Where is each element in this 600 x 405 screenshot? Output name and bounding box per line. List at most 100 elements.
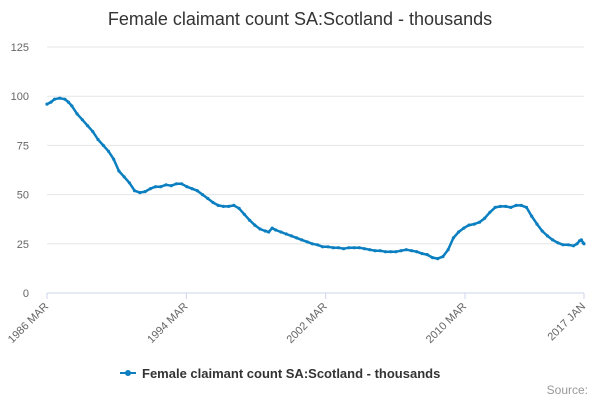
data-point[interactable]: [195, 189, 199, 193]
data-point[interactable]: [457, 230, 461, 234]
data-point[interactable]: [399, 249, 403, 253]
data-point[interactable]: [127, 181, 131, 185]
data-point[interactable]: [530, 214, 534, 218]
data-point[interactable]: [462, 226, 466, 230]
data-point[interactable]: [242, 212, 246, 216]
data-point[interactable]: [561, 243, 565, 247]
data-point[interactable]: [169, 184, 173, 188]
data-point[interactable]: [180, 182, 184, 186]
data-point[interactable]: [410, 249, 414, 253]
data-point[interactable]: [86, 124, 90, 128]
data-point[interactable]: [524, 205, 529, 209]
data-point[interactable]: [148, 187, 152, 191]
data-point[interactable]: [535, 222, 539, 226]
data-point[interactable]: [404, 248, 408, 252]
data-point[interactable]: [295, 236, 299, 240]
data-point[interactable]: [190, 187, 194, 191]
data-point[interactable]: [420, 252, 424, 256]
data-point[interactable]: [185, 185, 189, 189]
data-point[interactable]: [467, 223, 471, 227]
data-point[interactable]: [106, 149, 111, 153]
data-point[interactable]: [174, 182, 178, 186]
data-point[interactable]: [436, 257, 440, 261]
data-point[interactable]: [575, 242, 579, 246]
data-point[interactable]: [96, 137, 100, 142]
data-point[interactable]: [315, 243, 320, 247]
data-point[interactable]: [352, 246, 356, 250]
data-point[interactable]: [58, 96, 62, 100]
data-point[interactable]: [253, 223, 257, 227]
data-point[interactable]: [472, 222, 476, 226]
data-point[interactable]: [446, 248, 450, 252]
data-point[interactable]: [289, 234, 293, 238]
data-point[interactable]: [347, 246, 351, 250]
data-point[interactable]: [52, 97, 57, 101]
data-point[interactable]: [211, 200, 215, 205]
data-point[interactable]: [378, 249, 382, 253]
data-point[interactable]: [279, 230, 283, 234]
data-point[interactable]: [425, 253, 429, 257]
data-point[interactable]: [368, 248, 372, 252]
data-point[interactable]: [566, 243, 570, 247]
data-point[interactable]: [159, 185, 163, 189]
data-point[interactable]: [258, 227, 262, 231]
data-point[interactable]: [200, 193, 205, 197]
data-point[interactable]: [263, 229, 267, 233]
data-point[interactable]: [221, 204, 225, 208]
data-point[interactable]: [331, 246, 335, 250]
data-point[interactable]: [45, 102, 49, 106]
data-point[interactable]: [321, 245, 325, 249]
data-point[interactable]: [373, 249, 377, 253]
data-point[interactable]: [300, 238, 304, 242]
data-point[interactable]: [70, 104, 74, 108]
data-point[interactable]: [66, 100, 70, 104]
data-point[interactable]: [556, 241, 560, 245]
data-point[interactable]: [582, 242, 586, 246]
data-point[interactable]: [336, 246, 340, 250]
data-point[interactable]: [227, 204, 231, 208]
data-point[interactable]: [164, 183, 168, 187]
data-point[interactable]: [237, 206, 241, 210]
data-point[interactable]: [551, 238, 555, 242]
series-line[interactable]: [45, 96, 586, 260]
data-point[interactable]: [138, 191, 142, 195]
data-point[interactable]: [310, 242, 314, 246]
data-point[interactable]: [133, 189, 137, 193]
data-point[interactable]: [357, 246, 361, 250]
data-point[interactable]: [274, 228, 278, 232]
data-point[interactable]: [216, 203, 220, 207]
data-point[interactable]: [509, 205, 513, 209]
data-point[interactable]: [248, 218, 252, 222]
data-point[interactable]: [305, 240, 309, 244]
data-point[interactable]: [206, 196, 210, 201]
data-point[interactable]: [571, 244, 576, 248]
data-point[interactable]: [80, 118, 84, 122]
data-point[interactable]: [63, 97, 67, 101]
data-point[interactable]: [153, 185, 158, 189]
data-point[interactable]: [267, 230, 271, 234]
data-point[interactable]: [504, 204, 508, 208]
data-point[interactable]: [441, 255, 445, 259]
data-point[interactable]: [232, 203, 236, 207]
data-point[interactable]: [117, 169, 121, 173]
source-credit[interactable]: Source:: [547, 383, 588, 397]
data-point[interactable]: [91, 130, 95, 134]
data-point[interactable]: [143, 190, 147, 194]
data-point[interactable]: [545, 234, 550, 238]
data-point[interactable]: [49, 100, 53, 104]
data-point[interactable]: [122, 175, 126, 179]
data-point[interactable]: [493, 205, 497, 209]
data-point[interactable]: [540, 229, 544, 233]
data-point[interactable]: [270, 226, 274, 230]
data-point[interactable]: [483, 216, 487, 220]
data-point[interactable]: [389, 250, 393, 254]
data-point[interactable]: [342, 247, 346, 251]
data-point[interactable]: [326, 245, 330, 249]
data-point[interactable]: [477, 220, 482, 224]
data-point[interactable]: [383, 250, 387, 254]
data-point[interactable]: [514, 203, 518, 207]
data-point[interactable]: [101, 143, 105, 147]
data-point[interactable]: [362, 247, 367, 251]
data-point[interactable]: [579, 238, 584, 242]
legend[interactable]: Female claimant count SA:Scotland - thou…: [120, 366, 440, 381]
